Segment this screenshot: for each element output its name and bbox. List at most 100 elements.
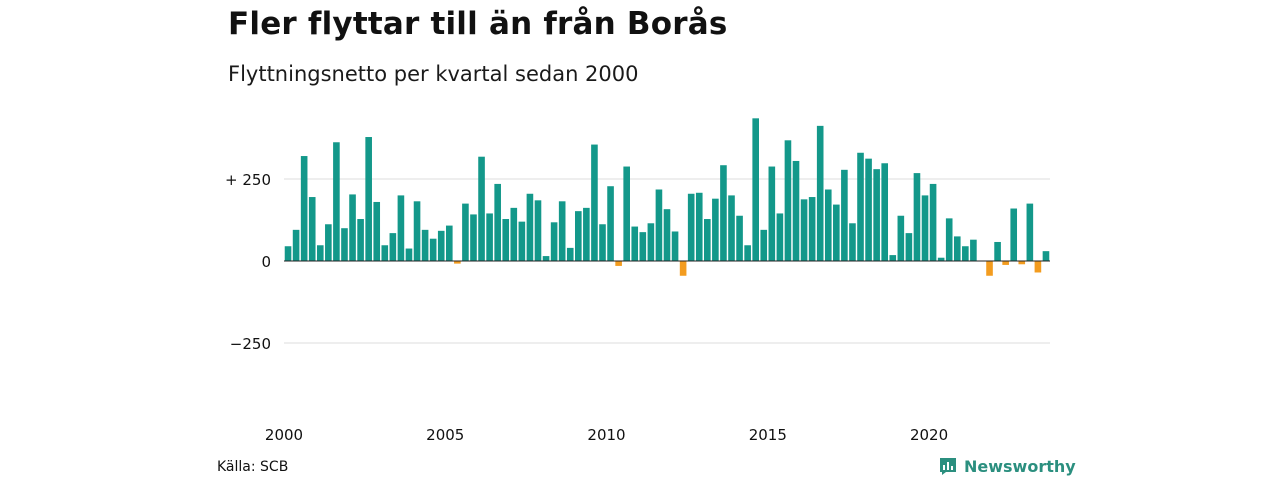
bar [679,261,687,276]
bar [889,255,897,261]
bar [784,140,792,261]
bar [736,215,743,261]
bar [865,158,872,261]
bar [526,193,534,261]
bar [292,229,300,261]
bar [905,233,913,261]
bar [824,189,832,261]
x-tick-label: 2015 [749,426,787,444]
bar [841,169,848,261]
newsworthy-logo: Newsworthy [938,456,1076,476]
y-tick-label: −250 [230,335,271,353]
bar [566,247,574,261]
bar [470,214,477,261]
bar [607,186,614,261]
bar [534,200,542,261]
bar [768,166,776,261]
bar [945,218,953,261]
bar [921,195,929,261]
x-tick-label: 2000 [265,426,303,444]
bar [542,256,550,261]
bar [413,201,421,261]
bar [365,137,372,261]
bar [631,226,639,261]
newsworthy-icon [940,458,956,475]
bar [712,198,719,261]
bar [704,219,711,261]
bar [575,211,582,261]
x-tick-label: 2020 [910,426,948,444]
x-tick-label: 2010 [587,426,625,444]
bar [655,189,663,261]
bar [357,219,364,261]
bar [445,225,453,261]
bar [300,156,308,261]
bar [913,173,921,261]
bar [333,142,340,261]
bar [671,231,679,261]
bar [639,232,647,261]
bar [728,195,735,261]
bar [873,169,880,261]
bar [800,199,808,261]
chart-title: Fler flyttar till än från Borås [228,6,728,42]
bar [437,230,445,261]
bar [1026,203,1034,261]
x-tick-label: 2005 [426,426,464,444]
bar [421,229,429,261]
bar [937,257,945,261]
bar [929,183,937,261]
bar [792,160,800,261]
bar [349,194,356,261]
bar [760,229,768,261]
bar [647,223,655,261]
bar [1010,208,1018,261]
bar [462,203,469,261]
bar [373,201,381,261]
bar [849,223,856,261]
brand-name: Newsworthy [964,456,1076,476]
bar [953,236,961,261]
bar [316,245,324,261]
source-note: Källa: SCB [217,459,289,475]
bar [599,224,606,261]
bar [752,118,759,261]
bar [558,201,566,261]
bar [615,261,622,266]
bar [397,195,405,261]
y-tick-label: 0 [261,253,271,271]
bar [881,163,889,261]
bar [591,144,598,261]
bar [502,219,510,261]
bar [962,246,969,261]
bar [454,261,461,264]
bar [833,204,840,261]
y-tick-label: + 250 [225,171,271,189]
bar [776,213,784,261]
bar [994,241,1001,261]
bar [510,207,518,261]
bar [550,222,558,261]
bar [389,233,397,261]
bar [1018,261,1026,265]
bar [284,246,292,261]
bar [857,152,864,261]
bar [1034,261,1042,273]
bar [663,209,671,261]
bar [808,197,816,261]
bar [494,183,501,261]
bar [341,228,348,261]
bar [325,224,332,261]
bar [744,245,751,261]
bar [1002,261,1009,265]
bar [308,197,316,261]
bar [695,192,703,261]
bar [486,213,493,261]
bar [405,248,413,261]
bar [623,166,630,261]
bar [687,193,695,261]
bar [970,239,977,261]
bar [897,215,905,261]
bar [583,207,590,261]
